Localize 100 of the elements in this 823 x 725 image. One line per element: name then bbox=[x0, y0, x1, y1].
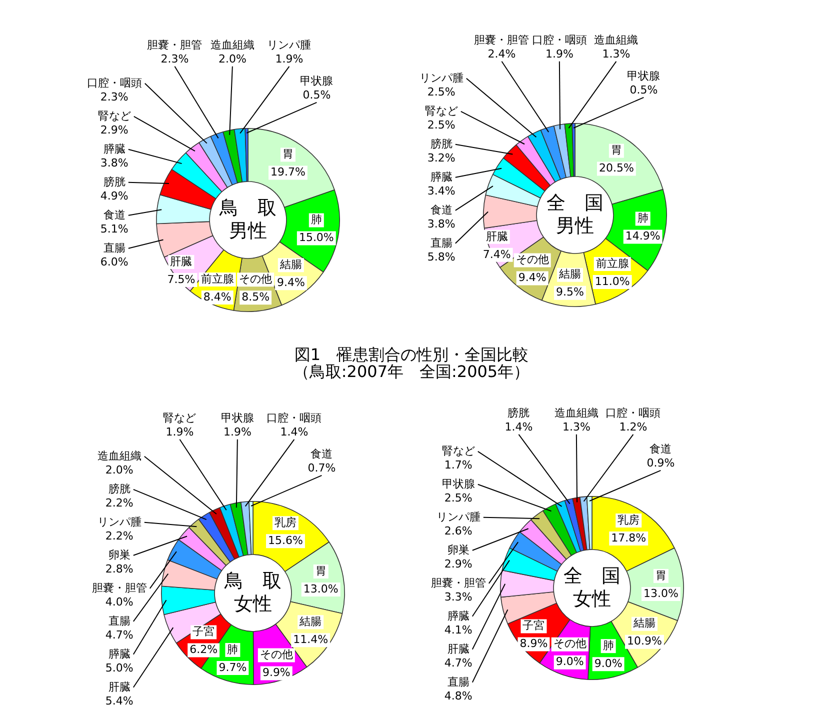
data-label: 3.3% bbox=[444, 590, 472, 604]
slice-label: 食道 bbox=[430, 203, 452, 216]
slice-label: 胆嚢・胆管 bbox=[92, 581, 147, 594]
data-label: 2.2% bbox=[105, 529, 134, 542]
data-label: 2.0% bbox=[218, 52, 246, 66]
slice-label: 結腸 bbox=[298, 614, 322, 628]
data-label: 19.7% bbox=[270, 166, 306, 179]
data-label: 1.3% bbox=[602, 47, 630, 60]
data-label: 13.0% bbox=[303, 582, 338, 596]
slice-label: その他 bbox=[516, 253, 549, 266]
slice-label: 食道 bbox=[103, 208, 126, 222]
slice-label: その他 bbox=[260, 648, 293, 662]
slice-label: 胆嚢・胆管 bbox=[430, 576, 486, 590]
slice-label: 造血組織 bbox=[594, 33, 638, 46]
slice-label: 甲状腺 bbox=[442, 477, 475, 490]
slice-label: 造血組織 bbox=[210, 38, 254, 52]
slice-label: 卵巣 bbox=[108, 548, 130, 562]
slice-label: 口腔・咽頭 bbox=[606, 406, 661, 420]
slice-label: 胆嚢・胆管 bbox=[147, 38, 202, 52]
slice-label: 乳房 bbox=[618, 513, 640, 526]
data-label: 4.7% bbox=[105, 628, 134, 642]
slice-label: 膵臓 bbox=[430, 170, 452, 184]
slice-label: 口腔・咽頭 bbox=[532, 33, 587, 46]
slice-label: 直腸 bbox=[103, 241, 126, 254]
data-label: 5.4% bbox=[105, 694, 134, 708]
data-label: 14.9% bbox=[625, 230, 660, 243]
text: 男性 bbox=[556, 214, 594, 237]
data-label: 2.5% bbox=[427, 85, 456, 98]
data-label: 2.0% bbox=[105, 463, 134, 476]
slice-label: 結腸 bbox=[632, 616, 656, 630]
data-label: 8.4% bbox=[203, 290, 232, 304]
data-label: 2.9% bbox=[444, 557, 472, 570]
slice-label: 乳房 bbox=[274, 516, 296, 529]
data-label: 5.1% bbox=[100, 222, 128, 236]
data-label: 1.4% bbox=[504, 420, 533, 434]
data-label: 1.3% bbox=[562, 420, 590, 434]
data-label: 1.7% bbox=[444, 458, 472, 472]
data-label: 20.5% bbox=[598, 162, 634, 175]
slice-label: 肺 bbox=[637, 212, 648, 225]
data-label: 4.9% bbox=[100, 189, 128, 202]
slice-label: 膵臓 bbox=[108, 647, 130, 660]
data-label: 0.9% bbox=[646, 456, 675, 470]
data-label: 4.7% bbox=[444, 656, 472, 670]
data-label: 11.0% bbox=[594, 274, 630, 288]
text: 女性 bbox=[234, 592, 272, 615]
slice-label: 口腔・咽頭 bbox=[266, 411, 322, 424]
data-label: 0.5% bbox=[302, 88, 331, 102]
data-label: 1.9% bbox=[223, 425, 252, 438]
data-label: 9.9% bbox=[262, 666, 290, 680]
data-label: 10.9% bbox=[627, 634, 662, 648]
data-label: 3.8% bbox=[100, 156, 128, 170]
slice-label: 腎など bbox=[163, 411, 196, 424]
slice-label: 膀胱 bbox=[108, 482, 130, 496]
slice-label: 肺 bbox=[310, 213, 322, 226]
data-label: 4.1% bbox=[444, 623, 472, 636]
data-label: 7.4% bbox=[482, 248, 511, 261]
slice-label: 肝臓 bbox=[447, 642, 470, 656]
data-label: 4.8% bbox=[444, 689, 472, 702]
slice-label: リンパ腫 bbox=[267, 38, 312, 52]
data-label: 1.4% bbox=[280, 425, 308, 438]
slice-label: 結腸 bbox=[278, 258, 302, 271]
slice-label: 甲状腺 bbox=[220, 411, 254, 424]
data-label: 2.3% bbox=[160, 52, 189, 66]
data-label: 2.4% bbox=[488, 47, 516, 60]
data-label: 3.4% bbox=[427, 184, 456, 198]
data-label: 1.9% bbox=[166, 425, 194, 438]
slice-label: 腎など bbox=[442, 444, 475, 458]
data-label: 15.0% bbox=[298, 231, 334, 244]
slice-label: 前立腺 bbox=[596, 256, 629, 270]
slice-label: 肝臓 bbox=[486, 230, 508, 243]
caption: 図1 罹患割合の性別・全国比較 bbox=[294, 345, 529, 364]
slice-label: 胃 bbox=[315, 564, 326, 578]
slice-label: 胃 bbox=[282, 148, 294, 161]
slice-label: 膀胱 bbox=[430, 137, 452, 150]
text: 鳥 取 bbox=[218, 196, 276, 219]
slice-label: 膵臓 bbox=[103, 142, 126, 156]
text: 全 国 bbox=[546, 192, 604, 214]
data-label: 5.0% bbox=[105, 661, 134, 674]
data-label: 13.0% bbox=[643, 586, 678, 600]
slice-label: 甲状腺 bbox=[627, 69, 660, 82]
slice-label: 膀胱 bbox=[103, 175, 126, 188]
slice-label: 胆嚢・胆管 bbox=[474, 33, 530, 46]
slice-label: 膵臓 bbox=[447, 609, 470, 622]
data-label: 9.4% bbox=[518, 271, 546, 284]
slice-label: 胃 bbox=[655, 568, 666, 582]
text: 男性 bbox=[229, 220, 267, 242]
data-label: 1.2% bbox=[619, 420, 648, 434]
slice-label: 肺 bbox=[227, 642, 238, 656]
data-label: 0.5% bbox=[630, 83, 658, 96]
slice-label: 子宮 bbox=[522, 619, 545, 632]
data-label: 2.6% bbox=[444, 524, 472, 538]
data-label: 2.5% bbox=[444, 491, 472, 504]
data-label: 9.4% bbox=[276, 276, 305, 289]
data-label: 9.0% bbox=[594, 656, 622, 670]
text: 全 国 bbox=[564, 564, 620, 587]
slice-label: 食道 bbox=[650, 442, 672, 456]
slice-label: 結腸 bbox=[558, 268, 582, 281]
slice-label: リンパ腫 bbox=[419, 71, 464, 84]
slice-label: 甲状腺 bbox=[300, 74, 334, 88]
data-label: 9.5% bbox=[556, 286, 584, 299]
